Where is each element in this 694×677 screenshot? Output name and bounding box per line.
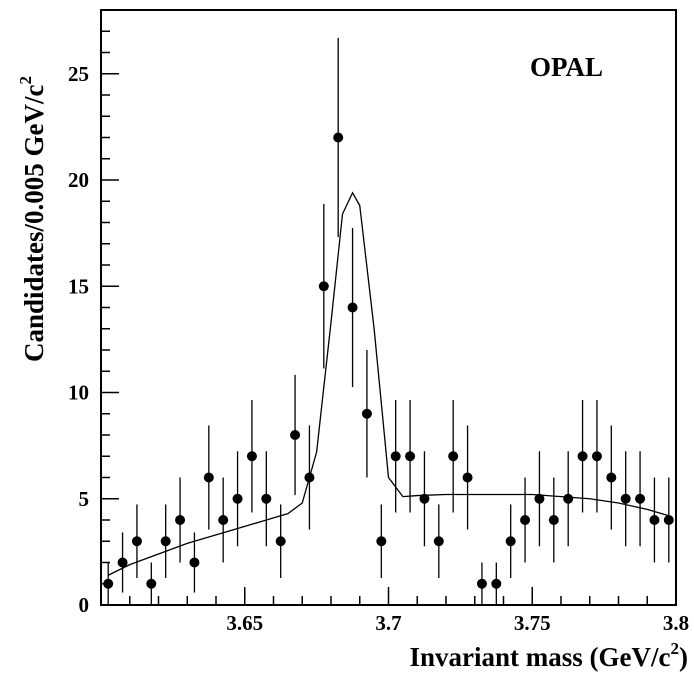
data-marker — [318, 281, 329, 292]
data-point — [520, 477, 531, 563]
y-axis-title: Candidates/0.005 GeV/c2 — [16, 76, 49, 362]
data-marker — [491, 578, 502, 589]
data-marker — [635, 493, 646, 504]
x-tick-label: 3.8 — [663, 611, 689, 635]
data-marker — [333, 132, 344, 143]
data-point — [203, 425, 214, 530]
data-point — [218, 477, 229, 563]
data-marker — [476, 578, 487, 589]
data-point — [591, 400, 602, 513]
x-tick-label: 3.7 — [375, 611, 401, 635]
data-marker — [606, 472, 617, 483]
data-point — [117, 532, 128, 593]
data-point — [304, 425, 315, 530]
data-point — [390, 400, 401, 513]
data-marker — [275, 536, 286, 547]
y-tick-label: 10 — [68, 381, 89, 405]
data-point — [491, 562, 502, 605]
data-point — [534, 451, 545, 547]
y-tick-label: 20 — [68, 168, 89, 192]
data-marker — [433, 536, 444, 547]
data-marker — [663, 515, 674, 525]
data-point — [620, 451, 631, 547]
data-marker — [376, 536, 387, 547]
data-point — [563, 451, 574, 547]
data-marker — [649, 515, 660, 525]
data-marker — [131, 536, 142, 547]
x-tick-label: 3.75 — [514, 611, 551, 635]
data-marker — [505, 536, 516, 547]
data-point — [577, 400, 588, 513]
data-point — [476, 562, 487, 605]
data-point — [663, 477, 674, 563]
data-point — [635, 451, 646, 547]
x-tick-label: 3.65 — [226, 611, 263, 635]
data-point — [433, 504, 444, 579]
y-tick-label: 15 — [68, 274, 89, 298]
data-marker — [563, 493, 574, 504]
data-marker — [361, 408, 372, 419]
y-tick-label: 0 — [79, 593, 90, 617]
data-point — [347, 227, 358, 388]
data-point — [232, 451, 243, 547]
data-marker — [347, 302, 358, 313]
data-points-layer — [103, 37, 674, 605]
data-point — [361, 350, 372, 478]
data-marker — [620, 493, 631, 504]
data-marker — [189, 557, 200, 568]
data-marker — [246, 451, 257, 462]
data-point — [606, 425, 617, 530]
data-point — [175, 477, 186, 563]
data-point — [376, 504, 387, 579]
axes: 3.65 3.7 3.75 3.8 0 5 10 15 20 25 — [68, 9, 689, 635]
data-point — [505, 504, 516, 579]
data-marker — [146, 578, 157, 589]
data-point — [649, 477, 660, 563]
data-point — [261, 451, 272, 547]
data-point — [318, 203, 329, 369]
annotation-label: OPAL — [530, 52, 603, 82]
data-marker — [462, 472, 473, 483]
fit-curve-layer — [107, 191, 669, 576]
x-axis-title: Invariant mass (GeV/c2) — [410, 639, 688, 672]
data-marker — [218, 515, 229, 525]
data-marker — [304, 472, 315, 483]
data-marker — [534, 493, 545, 504]
data-point — [275, 504, 286, 579]
fit-curve — [107, 191, 669, 576]
data-marker — [448, 451, 459, 462]
data-marker — [548, 515, 559, 525]
data-point — [189, 532, 200, 593]
data-marker — [117, 557, 128, 568]
data-point — [333, 37, 344, 238]
data-marker — [577, 451, 588, 462]
plot-frame — [100, 9, 677, 606]
data-marker — [232, 493, 243, 504]
data-marker — [405, 451, 416, 462]
data-marker — [419, 493, 430, 504]
data-point — [146, 562, 157, 605]
data-point — [462, 425, 473, 530]
y-tick-label: 5 — [79, 487, 90, 511]
data-point — [548, 477, 559, 563]
data-point — [290, 374, 301, 496]
data-marker — [261, 493, 272, 504]
data-marker — [175, 515, 186, 525]
data-marker — [591, 451, 602, 462]
data-point — [419, 451, 430, 547]
data-marker — [390, 451, 401, 462]
data-marker — [290, 430, 301, 440]
data-marker — [520, 515, 531, 525]
data-point — [131, 504, 142, 579]
data-marker — [203, 472, 214, 483]
y-tick-label: 25 — [68, 62, 89, 86]
data-point — [246, 400, 257, 513]
data-point — [448, 400, 459, 513]
data-point — [405, 400, 416, 513]
data-point — [160, 504, 171, 579]
data-marker — [160, 536, 171, 547]
